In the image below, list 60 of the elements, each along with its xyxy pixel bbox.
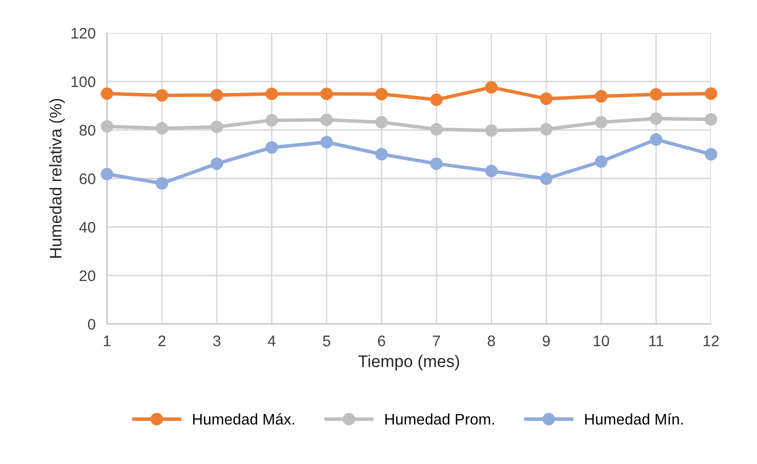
x-tick-label: 8: [488, 336, 495, 346]
point: [650, 112, 662, 125]
point: [650, 133, 662, 146]
x-tick-label: 10: [594, 336, 610, 346]
point: [320, 136, 333, 148]
point: [210, 157, 224, 170]
point: [485, 164, 498, 178]
x-tick-label: 11: [649, 336, 664, 346]
legend-label: Humedad Máx.: [193, 413, 294, 425]
legend-label: Humedad Mín.: [585, 413, 683, 425]
point: [265, 114, 278, 127]
y-tick-label: 40: [79, 222, 96, 233]
point: [540, 123, 553, 136]
x-tick-label: 6: [378, 336, 386, 346]
point: [430, 93, 443, 106]
point: [265, 141, 278, 154]
point: [704, 148, 718, 160]
point: [540, 172, 553, 185]
y-tick-label: 80: [80, 124, 96, 136]
point: [650, 88, 662, 101]
point: [430, 123, 443, 136]
point: [594, 116, 608, 128]
point: [156, 89, 168, 102]
point: [485, 124, 498, 137]
point: [704, 87, 718, 100]
point: [100, 87, 114, 100]
point: [485, 81, 498, 94]
point: [375, 148, 388, 160]
legend-label: Humedad Prom.: [385, 413, 494, 425]
point: [540, 92, 553, 105]
point: [594, 155, 608, 168]
y-tick-label: 60: [80, 173, 96, 184]
y-tick-label: 100: [72, 76, 96, 88]
point: [100, 168, 114, 180]
y-tick-label: 0: [88, 318, 96, 330]
x-tick-label: 4: [268, 336, 276, 346]
point: [210, 88, 224, 102]
point: [320, 88, 333, 100]
point: [265, 88, 278, 100]
point: [100, 120, 114, 133]
x-tick-label: 3: [213, 336, 220, 346]
x-tick-label: 5: [323, 336, 330, 346]
x-axis-title: Tiempo (mes): [358, 354, 460, 370]
y-tick-label: 120: [72, 28, 96, 39]
x-tick-label: 9: [542, 336, 550, 346]
y-tick-label: 20: [80, 270, 96, 282]
x-tick-label: 12: [704, 336, 719, 346]
point: [375, 88, 388, 100]
point: [156, 122, 168, 135]
y-axis-title: Humedad relativa (%): [49, 98, 65, 258]
x-tick-label: 1: [104, 336, 111, 346]
x-tick-label: 2: [158, 336, 166, 346]
point: [430, 157, 443, 170]
point: [375, 116, 388, 128]
point: [156, 177, 168, 190]
x-tick-label: 7: [432, 336, 440, 346]
point: [704, 113, 718, 126]
point: [320, 114, 333, 126]
point: [210, 120, 224, 134]
point: [594, 90, 608, 103]
